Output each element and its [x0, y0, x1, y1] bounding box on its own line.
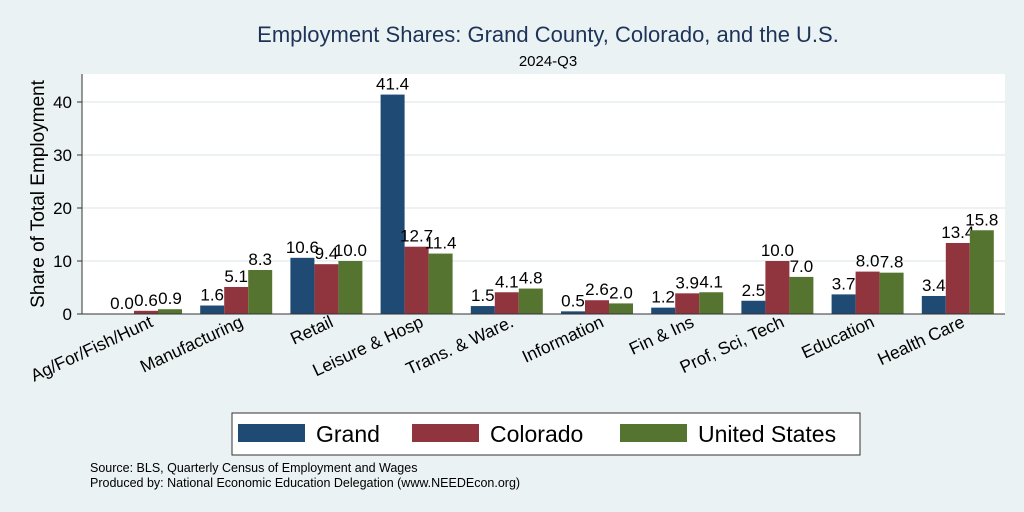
data-label: 1.2 — [651, 288, 675, 307]
data-label: 1.6 — [200, 286, 224, 305]
chart-title: Employment Shares: Grand County, Colorad… — [257, 22, 839, 47]
data-label: 8.0 — [856, 252, 880, 271]
data-label: 3.7 — [832, 274, 856, 293]
bar-united-states — [158, 309, 182, 314]
data-label: 15.8 — [965, 210, 998, 229]
bar-grand — [200, 305, 225, 314]
x-tick-label: Information — [519, 311, 607, 366]
data-label: 9.4 — [315, 244, 339, 263]
legend-swatch — [238, 424, 305, 442]
bar-colorado — [404, 246, 429, 314]
bar-grand — [831, 294, 856, 314]
data-label: 0.0 — [110, 294, 134, 313]
data-label: 0.6 — [134, 291, 158, 310]
bar-united-states — [338, 261, 363, 314]
legend-label: United States — [698, 421, 836, 447]
bar-grand — [921, 295, 946, 314]
data-label: 13.4 — [941, 223, 974, 242]
data-label: 0.5 — [561, 291, 585, 310]
data-label: 41.4 — [376, 75, 409, 94]
x-tick-label: Education — [798, 311, 877, 362]
data-label: 4.1 — [699, 272, 723, 291]
legend: Grand Colorado United States — [231, 412, 861, 456]
legend-label: Grand — [316, 421, 380, 447]
bar-united-states — [518, 288, 543, 314]
bar-grand — [380, 94, 405, 314]
x-tick-label: Retail — [287, 311, 336, 348]
bar-united-states — [428, 253, 453, 314]
data-label: 4.8 — [519, 269, 543, 288]
legend-label: Colorado — [490, 421, 583, 447]
x-tick-label: Manufacturing — [137, 311, 246, 376]
data-label: 4.1 — [495, 272, 519, 291]
bar-colorado — [134, 310, 158, 314]
bar-grand — [561, 311, 585, 314]
bar-grand — [741, 300, 766, 314]
legend-swatch — [412, 424, 479, 442]
chart-subtitle: 2024-Q3 — [519, 53, 577, 70]
y-tick-label: 20 — [53, 199, 72, 218]
y-tick-label: 10 — [53, 252, 72, 271]
x-tick-label: Prof, Sci, Tech — [677, 311, 787, 377]
data-label: 7.8 — [880, 253, 904, 272]
legend-box — [231, 412, 861, 456]
x-tick-label: Fin & Ins — [626, 311, 697, 358]
produced-note: Produced by: National Economic Education… — [90, 476, 520, 490]
bar-colorado — [855, 271, 880, 314]
data-label: 2.0 — [609, 283, 633, 302]
x-tick-label: Ag/For/Fish/Hunt — [27, 311, 155, 385]
bar-colorado — [675, 293, 700, 314]
bar-colorado — [224, 286, 249, 314]
bar-united-states — [879, 272, 904, 314]
bar-united-states — [248, 270, 273, 314]
data-label: 2.6 — [585, 280, 609, 299]
y-axis-label: Share of Total Employment — [28, 79, 49, 307]
bar-colorado — [765, 261, 790, 314]
data-label: 3.9 — [675, 273, 699, 292]
bar-colorado — [314, 264, 339, 314]
plot-area — [82, 74, 1005, 314]
data-label: 3.4 — [922, 276, 946, 295]
data-label: 0.9 — [158, 289, 182, 308]
data-label: 2.5 — [742, 281, 766, 300]
data-label: 5.1 — [224, 267, 248, 286]
bar-grand — [651, 307, 676, 314]
source-note: Source: BLS, Quarterly Census of Employm… — [90, 461, 417, 475]
bar-grand — [470, 306, 495, 314]
y-tick-label: 40 — [53, 93, 72, 112]
bar-colorado — [585, 300, 609, 314]
bar-colorado — [494, 292, 519, 314]
y-tick-label: 30 — [53, 146, 72, 165]
data-label: 8.3 — [248, 250, 272, 269]
bar-united-states — [969, 230, 994, 314]
data-label: 10.0 — [334, 241, 367, 260]
bar-united-states — [699, 292, 724, 314]
x-tick-label: Health Care — [874, 311, 967, 369]
data-label: 1.5 — [471, 286, 495, 305]
bar-united-states — [609, 303, 633, 314]
data-label: 7.0 — [790, 257, 814, 276]
bar-colorado — [945, 242, 970, 314]
bar-grand — [290, 257, 315, 314]
legend-swatch — [620, 424, 687, 442]
data-label: 10.0 — [761, 241, 794, 260]
data-label: 12.7 — [400, 227, 433, 246]
data-label: 11.4 — [425, 234, 457, 253]
y-tick-label: 0 — [63, 305, 72, 324]
bar-united-states — [789, 276, 814, 314]
data-label: 10.6 — [286, 238, 319, 257]
